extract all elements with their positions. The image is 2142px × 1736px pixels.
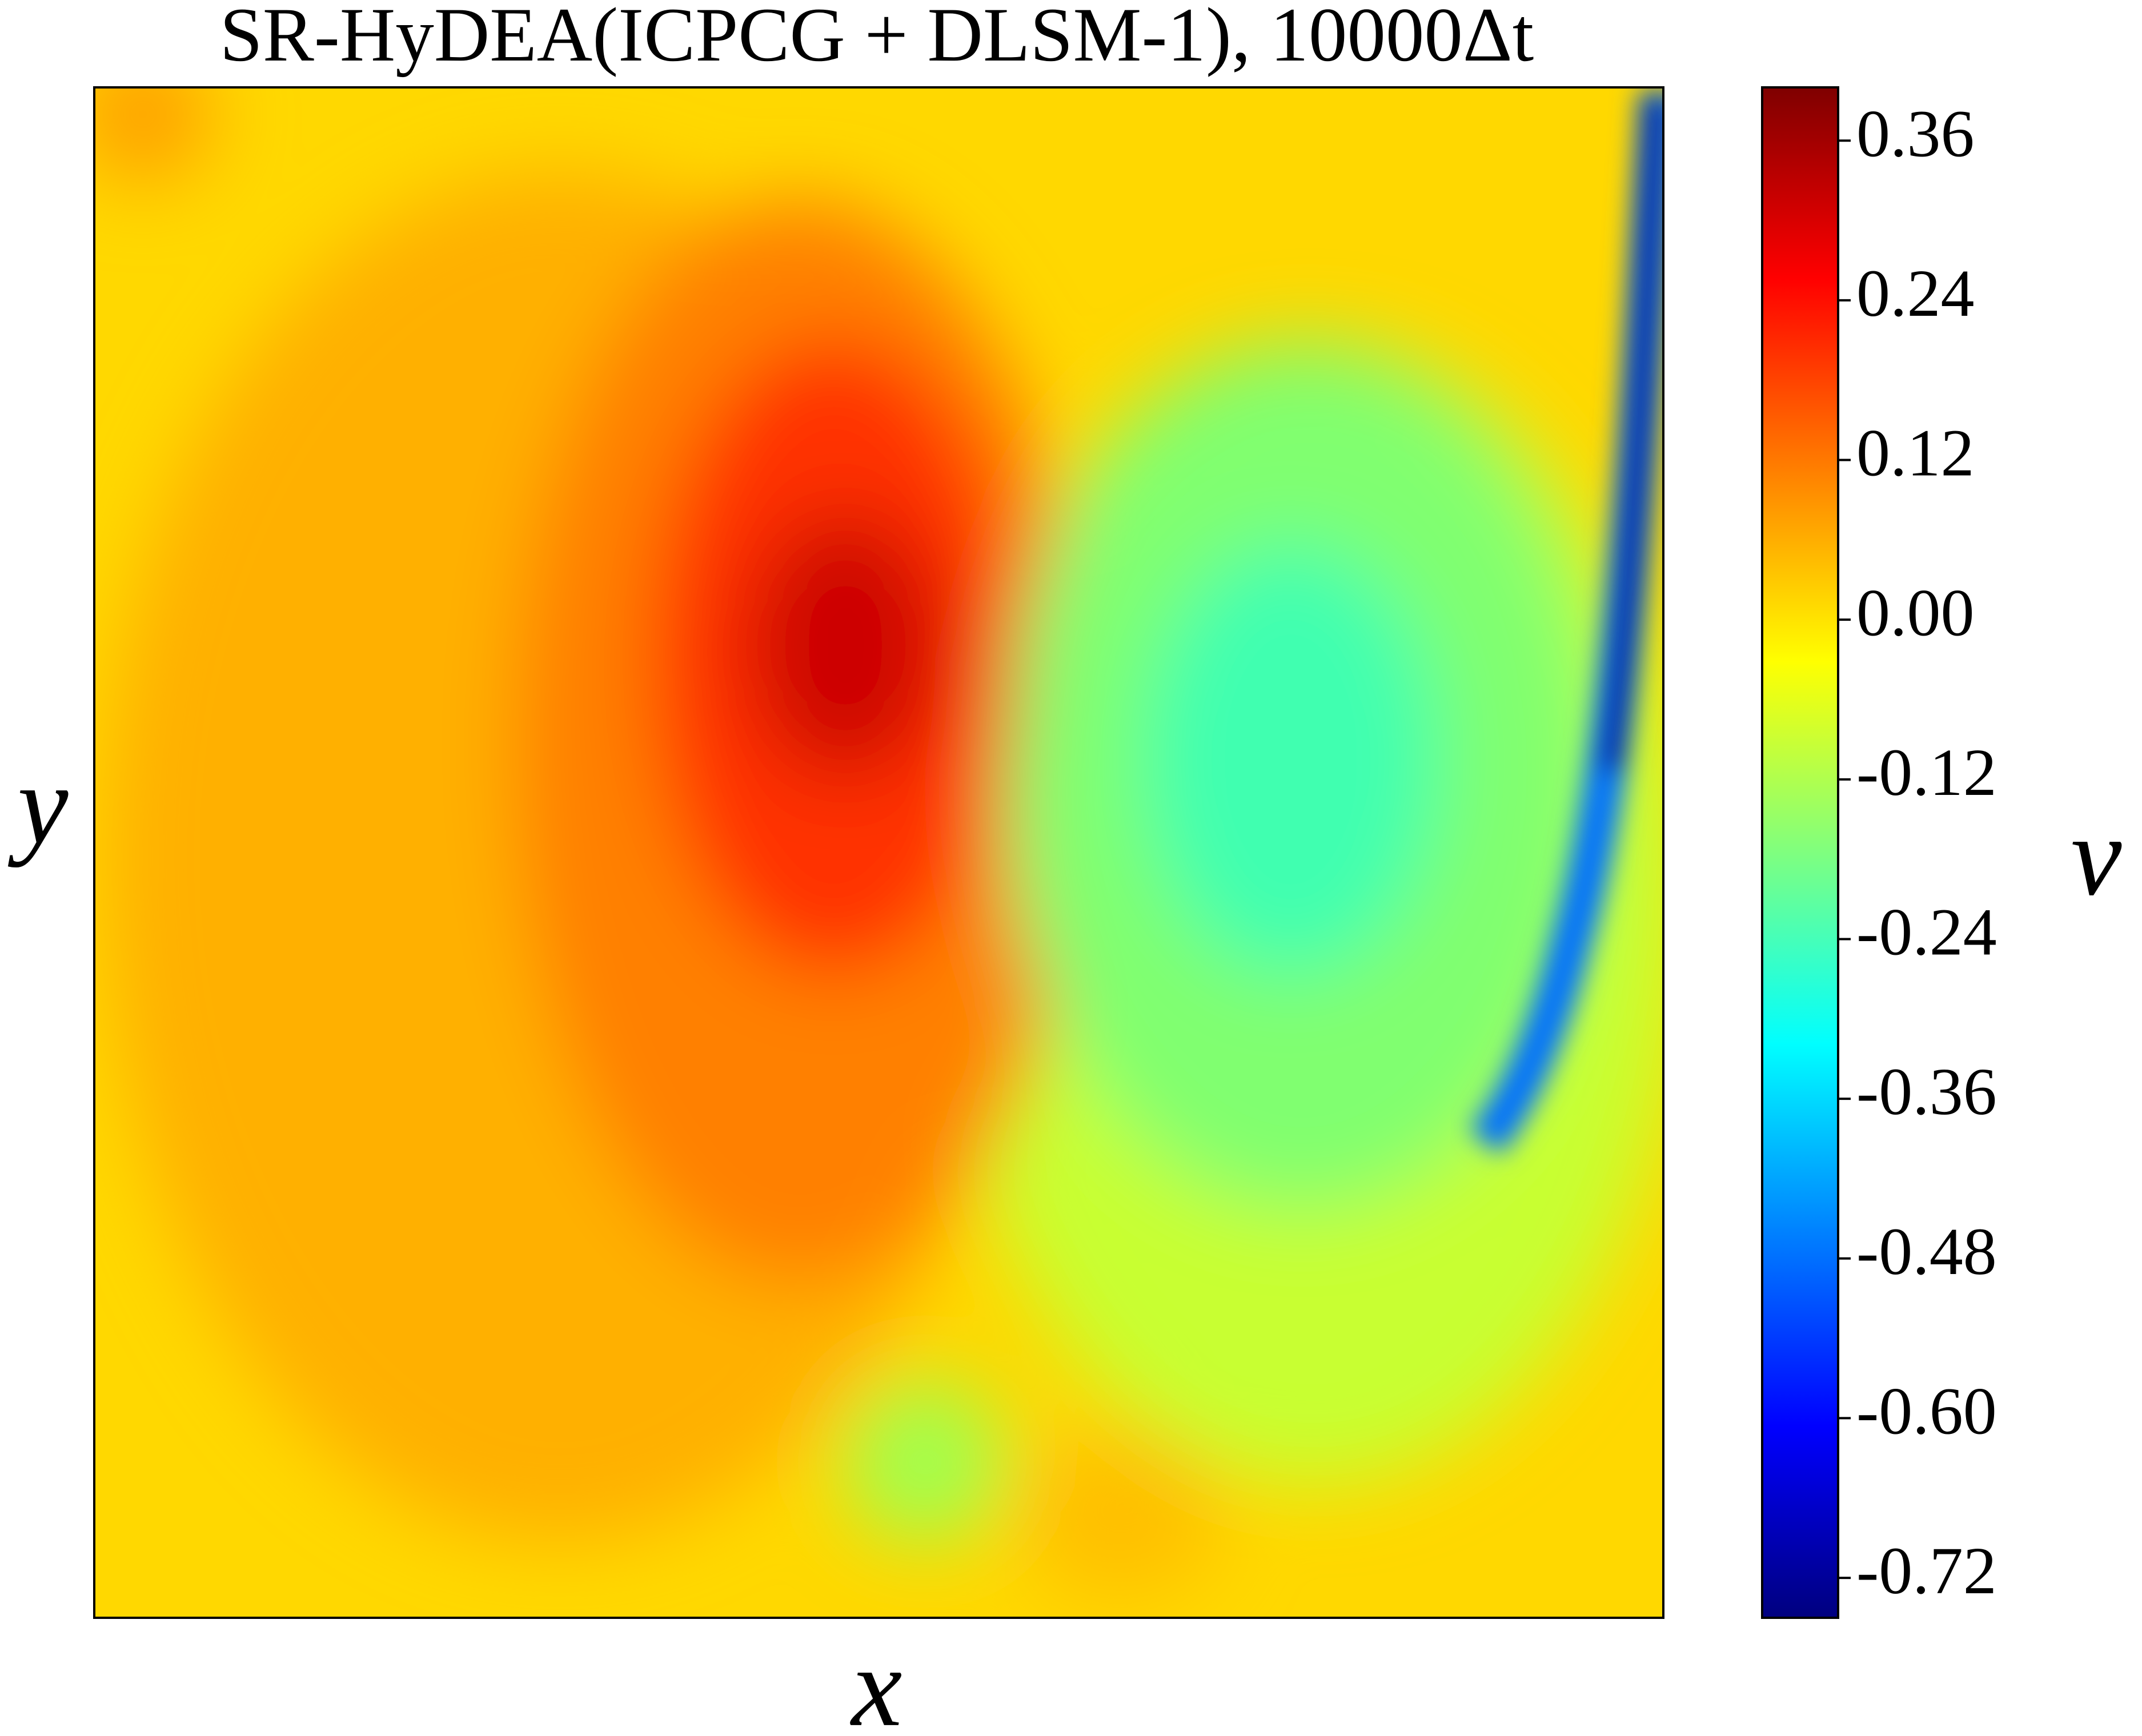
colorbar-tick-label: -0.24 xyxy=(1856,895,1997,970)
colorbar-tick-label: -0.12 xyxy=(1856,735,1997,810)
blob xyxy=(1017,1428,1222,1599)
colorbar-tick-label: -0.48 xyxy=(1856,1214,1997,1289)
colorbar-tick-label: -0.60 xyxy=(1856,1374,1997,1449)
colorbar-tick-label: 0.36 xyxy=(1856,96,1975,171)
colorbar-tick-label: 0.24 xyxy=(1856,256,1975,331)
chart-title: SR-HyDEA(ICPCG + DLSM-1), 10000Δt xyxy=(220,0,1534,78)
blob xyxy=(94,87,211,183)
blob xyxy=(1142,542,1439,976)
blob xyxy=(748,514,942,777)
field xyxy=(94,87,1663,1618)
x-axis-label: x xyxy=(850,1624,902,1736)
colorbar-tick-label: -0.72 xyxy=(1856,1533,1997,1608)
wall-jet xyxy=(1469,90,1663,1155)
field-blobs xyxy=(94,87,1663,1599)
y-axis-label: y xyxy=(8,742,69,868)
plot-frame xyxy=(93,86,1664,1619)
colorbar-tick-label: 0.00 xyxy=(1856,575,1975,650)
colorbar-tick-label: -0.36 xyxy=(1856,1054,1997,1129)
colorbar xyxy=(1761,86,1839,1619)
colorbar-label: v xyxy=(2071,793,2122,919)
blob xyxy=(845,1382,1005,1542)
colorbar-tick-label: 0.12 xyxy=(1856,416,1975,491)
